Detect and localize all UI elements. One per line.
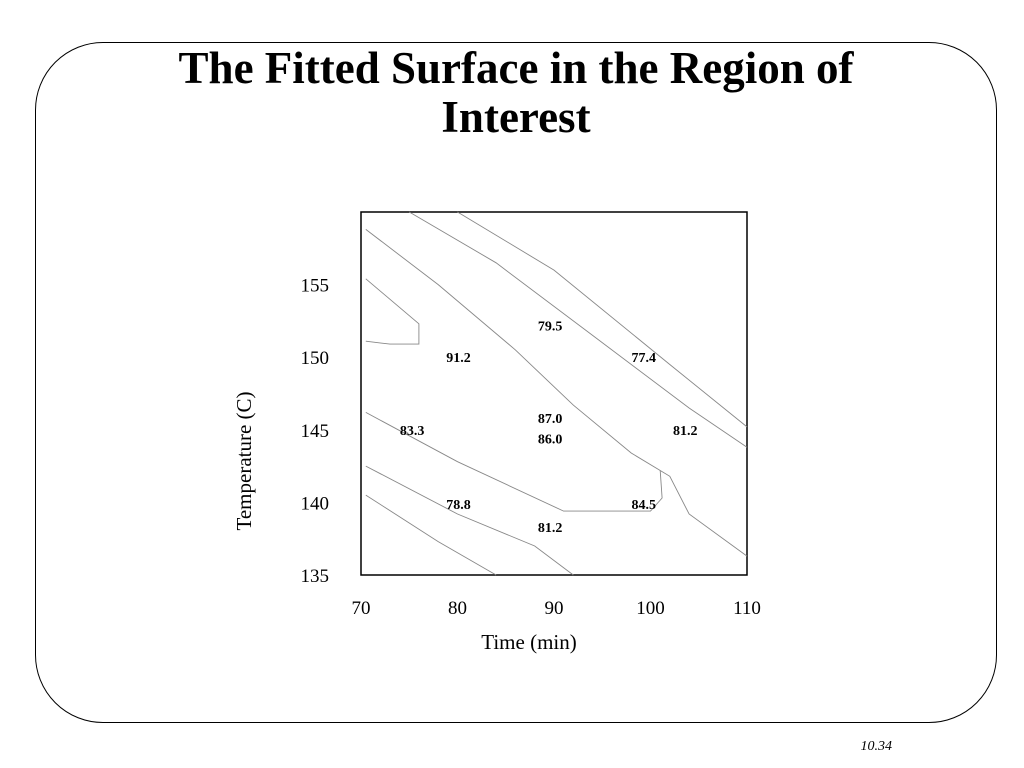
contour-label-8: 78.8	[446, 498, 471, 513]
x-tick-label-100: 100	[636, 598, 665, 619]
plot-area-border	[360, 211, 748, 576]
y-tick-label-140: 140	[301, 493, 330, 514]
y-axis-ticks: 135 140 145 150 155	[301, 276, 330, 587]
slide-title-line2: Interest	[441, 92, 591, 142]
contour-label-10: 81.2	[538, 521, 563, 536]
contour-label-1: 79.5	[538, 319, 563, 334]
x-axis-title: Time (min)	[481, 630, 576, 654]
slide-title-line1: The Fitted Surface in the Region of	[178, 43, 854, 93]
y-tick-label-145: 145	[301, 421, 330, 442]
contour-label-4: 87.0	[538, 412, 563, 427]
x-tick-label-110: 110	[733, 598, 761, 619]
contour-label-3: 77.4	[631, 351, 656, 366]
contour-line-3	[457, 211, 748, 428]
x-tick-label-80: 80	[448, 598, 467, 619]
slide-title: The Fitted Surface in the Region of Inte…	[35, 44, 997, 142]
x-tick-label-90: 90	[545, 598, 564, 619]
x-axis-ticks: 70 80 90 100 110	[352, 598, 761, 619]
contour-label-5: 86.0	[538, 433, 563, 448]
y-tick-label-135: 135	[301, 566, 330, 587]
contour-label-6: 83.3	[400, 424, 425, 439]
x-tick-label-70: 70	[352, 598, 371, 619]
contour-line-7	[365, 494, 497, 576]
contour-line-2	[409, 211, 748, 448]
slide-frame	[35, 42, 997, 723]
contour-line-4	[365, 278, 420, 345]
y-tick-label-150: 150	[301, 348, 330, 369]
contour-label-7: 81.2	[673, 424, 698, 439]
page-number: 10.34	[860, 739, 893, 754]
contour-labels: 79.5 91.2 77.4 87.0 86.0 83.3 81.2 78.8 84.5 81.2	[400, 319, 698, 536]
y-tick-label-155: 155	[301, 276, 330, 297]
contour-line-5	[365, 412, 663, 512]
contour-lines	[365, 211, 748, 576]
contour-line-6	[365, 465, 574, 576]
contour-label-9: 84.5	[631, 498, 656, 513]
contour-label-2: 91.2	[446, 351, 471, 366]
contour-line-1	[365, 229, 748, 557]
y-axis-title: Temperature (C)	[232, 391, 256, 530]
